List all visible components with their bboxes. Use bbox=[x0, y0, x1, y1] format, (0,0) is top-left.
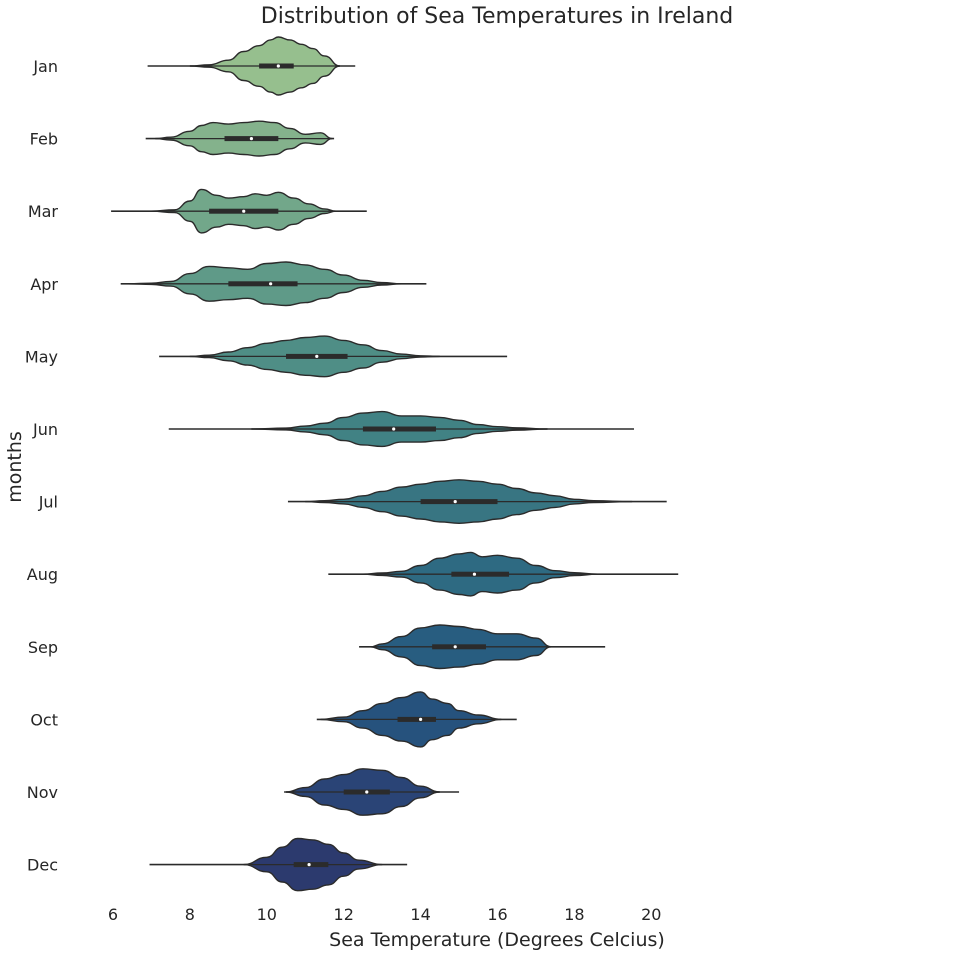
violin-jun bbox=[168, 410, 634, 448]
iqr-box bbox=[362, 426, 436, 432]
median-marker bbox=[453, 500, 457, 504]
y-tick-label: Sep bbox=[28, 638, 58, 657]
iqr-box bbox=[228, 281, 298, 287]
violin-sep bbox=[359, 624, 606, 670]
y-tick-label: Apr bbox=[30, 275, 58, 294]
x-tick-label: 14 bbox=[410, 905, 430, 924]
median-marker bbox=[276, 64, 280, 68]
violins-group bbox=[111, 36, 679, 892]
median-marker bbox=[365, 790, 369, 794]
x-axis-label: Sea Temperature (Degrees Celcius) bbox=[329, 929, 665, 951]
y-tick-label: May bbox=[25, 347, 58, 366]
x-tick-label: 16 bbox=[487, 905, 507, 924]
y-tick-label: Oct bbox=[30, 710, 58, 729]
y-tick-labels: Jan Feb Mar Apr May Jun Jul Aug Sep Oct Nov Dec bbox=[25, 57, 59, 875]
median-marker bbox=[242, 209, 246, 213]
median-marker bbox=[307, 863, 311, 867]
x-tick-label: 8 bbox=[185, 905, 195, 924]
x-tick-label: 12 bbox=[334, 905, 354, 924]
iqr-box bbox=[259, 63, 294, 69]
y-axis-label: months bbox=[4, 431, 26, 503]
violin-nov bbox=[284, 768, 460, 816]
chart-title: Distribution of Sea Temperatures in Irel… bbox=[261, 4, 733, 29]
x-tick-label: 18 bbox=[564, 905, 584, 924]
median-marker bbox=[419, 717, 423, 722]
y-tick-label: Dec bbox=[27, 856, 58, 875]
y-tick-label: Nov bbox=[27, 783, 58, 802]
x-tick-label: 6 bbox=[108, 905, 118, 924]
iqr-box bbox=[293, 862, 329, 868]
violin-aug bbox=[328, 551, 679, 597]
y-tick-label: Jul bbox=[38, 493, 58, 512]
median-marker bbox=[392, 427, 396, 431]
iqr-box bbox=[451, 571, 510, 577]
violin-feb bbox=[145, 120, 335, 157]
iqr-box bbox=[420, 499, 498, 505]
median-marker bbox=[472, 572, 477, 576]
y-tick-label: Aug bbox=[27, 565, 58, 584]
x-tick-labels: 6 8 10 12 14 16 18 20 bbox=[108, 905, 662, 924]
median-marker bbox=[315, 354, 319, 358]
violin-mar bbox=[111, 188, 367, 234]
x-tick-label: 10 bbox=[257, 905, 277, 924]
median-marker bbox=[453, 645, 457, 649]
violin-jan bbox=[147, 36, 356, 96]
violin-oct bbox=[316, 691, 517, 748]
x-tick-label: 20 bbox=[641, 905, 661, 924]
median-marker bbox=[249, 137, 254, 141]
y-tick-label: Jan bbox=[32, 57, 58, 76]
y-tick-label: Mar bbox=[28, 202, 59, 221]
violin-apr bbox=[120, 261, 427, 307]
y-tick-label: Feb bbox=[30, 130, 58, 149]
violin-jul bbox=[287, 479, 667, 525]
violin-may bbox=[159, 335, 508, 378]
iqr-box bbox=[432, 644, 486, 650]
violin-dec bbox=[149, 837, 408, 892]
iqr-box bbox=[397, 716, 436, 722]
y-tick-label: Jun bbox=[32, 420, 58, 439]
median-marker bbox=[269, 282, 273, 286]
